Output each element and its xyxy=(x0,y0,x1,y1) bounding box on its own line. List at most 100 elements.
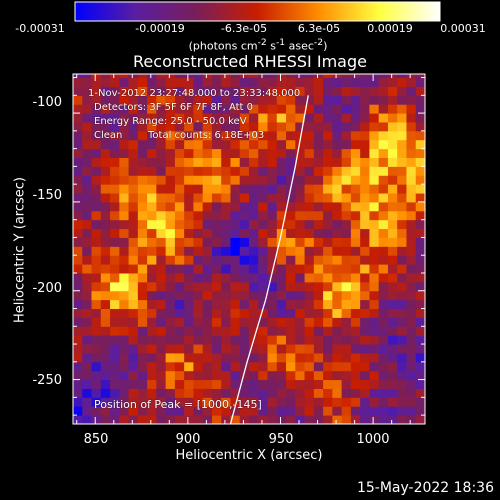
heatmap-cell xyxy=(202,175,213,185)
heatmap-cell xyxy=(91,255,102,265)
heatmap-cell xyxy=(323,308,333,318)
heatmap-cell xyxy=(221,344,231,354)
heatmap-cell xyxy=(128,326,139,336)
heatmap-cell xyxy=(295,370,306,381)
heatmap-cell xyxy=(341,388,352,398)
heatmap-cell xyxy=(276,139,287,150)
heatmap-cell xyxy=(295,299,306,310)
heatmap-cell xyxy=(360,130,370,141)
heatmap-cell xyxy=(304,148,315,159)
heatmap-cell xyxy=(73,86,83,96)
heatmap-cell xyxy=(100,299,111,310)
heatmap-cell xyxy=(249,130,259,141)
heatmap-cell xyxy=(397,308,407,318)
heatmap-cell xyxy=(82,326,93,336)
heatmap-cell xyxy=(313,299,324,310)
heatmap-cell xyxy=(341,308,352,318)
heatmap-cell xyxy=(119,74,130,79)
heatmap-cell xyxy=(230,77,241,87)
heatmap-cell xyxy=(249,104,259,114)
heatmap-cell xyxy=(165,210,176,221)
heatmap-cell xyxy=(174,388,185,398)
heatmap-cell xyxy=(230,397,241,407)
heatmap-cell xyxy=(406,379,417,389)
heatmap-cell xyxy=(202,361,213,372)
heatmap-cell xyxy=(174,95,185,105)
heatmap-cell xyxy=(360,264,370,274)
heatmap-cell xyxy=(230,121,241,132)
heatmap-cell xyxy=(369,264,380,274)
heatmap-cell xyxy=(276,352,287,363)
heatmap-cell xyxy=(304,290,315,301)
heatmap-cell xyxy=(313,388,324,398)
heatmap-cell xyxy=(156,201,167,212)
heatmap-cell xyxy=(369,335,380,345)
colorbar-tick-label: 6.3e-05 xyxy=(297,22,341,35)
heatmap-cell xyxy=(304,255,315,265)
heatmap-cell xyxy=(230,379,241,389)
heatmap-cell xyxy=(341,361,352,372)
heatmap-cell xyxy=(174,352,185,363)
heatmap-cell xyxy=(369,397,380,407)
x-tick-label: 1000 xyxy=(356,432,390,447)
heatmap-cell xyxy=(276,264,287,274)
heatmap-cell xyxy=(230,175,241,185)
heatmap-cell xyxy=(249,290,259,301)
heatmap-cell xyxy=(110,344,120,354)
heatmap-cell xyxy=(147,237,157,247)
heatmap-cell xyxy=(156,397,167,407)
heatmap-cell xyxy=(369,344,380,354)
heatmap-cell xyxy=(174,148,185,159)
heatmap-cell xyxy=(230,415,241,424)
heatmap-cell xyxy=(313,255,324,265)
heatmap-cell xyxy=(341,86,352,96)
heatmap-cell xyxy=(174,246,185,256)
heatmap-cell xyxy=(211,74,222,79)
heatmap-cell xyxy=(221,86,231,96)
heatmap-cell xyxy=(415,344,425,354)
heatmap-cell xyxy=(174,397,185,407)
solar-limb-line xyxy=(229,95,309,424)
heatmap-cell xyxy=(147,74,157,79)
heatmap-cell xyxy=(211,308,222,318)
heatmap-cell xyxy=(221,201,231,212)
heatmap-cell xyxy=(73,308,83,318)
heatmap-cell xyxy=(184,255,194,265)
heatmap-cell xyxy=(387,290,398,301)
heatmap-cell xyxy=(313,95,324,105)
heatmap-cell xyxy=(332,175,343,185)
heatmap-cell xyxy=(174,219,185,230)
heatmap-cell xyxy=(378,113,389,123)
heatmap-cell xyxy=(128,121,139,132)
heatmap-cell xyxy=(295,77,306,87)
heatmap-cell xyxy=(350,95,361,105)
heatmap-cell xyxy=(295,281,306,292)
heatmap-cell xyxy=(193,77,204,87)
heatmap-cell xyxy=(147,166,157,176)
heatmap-cell xyxy=(313,121,324,132)
heatmap-cell xyxy=(323,264,333,274)
heatmap-cell xyxy=(147,201,157,212)
heatmap-cell xyxy=(276,130,287,141)
heatmap-cell xyxy=(211,148,222,159)
heatmap-cell xyxy=(295,184,306,194)
heatmap-cell xyxy=(147,148,157,159)
heatmap-cell xyxy=(147,317,157,327)
heatmap-cell xyxy=(332,415,343,424)
heatmap-cell xyxy=(119,415,130,424)
heatmap-cell xyxy=(360,388,370,398)
heatmap-cell xyxy=(239,317,250,327)
heatmap-cell xyxy=(184,139,194,150)
heatmap-cell xyxy=(249,299,259,310)
heatmap-cell xyxy=(184,148,194,159)
heatmap-cell xyxy=(221,237,231,247)
heatmap-cell xyxy=(276,397,287,407)
heatmap-cell xyxy=(249,228,259,238)
heatmap-cell xyxy=(397,361,407,372)
heatmap-cell xyxy=(360,148,370,159)
heatmap-cell xyxy=(82,406,93,416)
heatmap-cell xyxy=(350,326,361,336)
heatmap-cell xyxy=(211,166,222,176)
heatmap-cell xyxy=(174,370,185,381)
heatmap-cell xyxy=(91,388,102,398)
